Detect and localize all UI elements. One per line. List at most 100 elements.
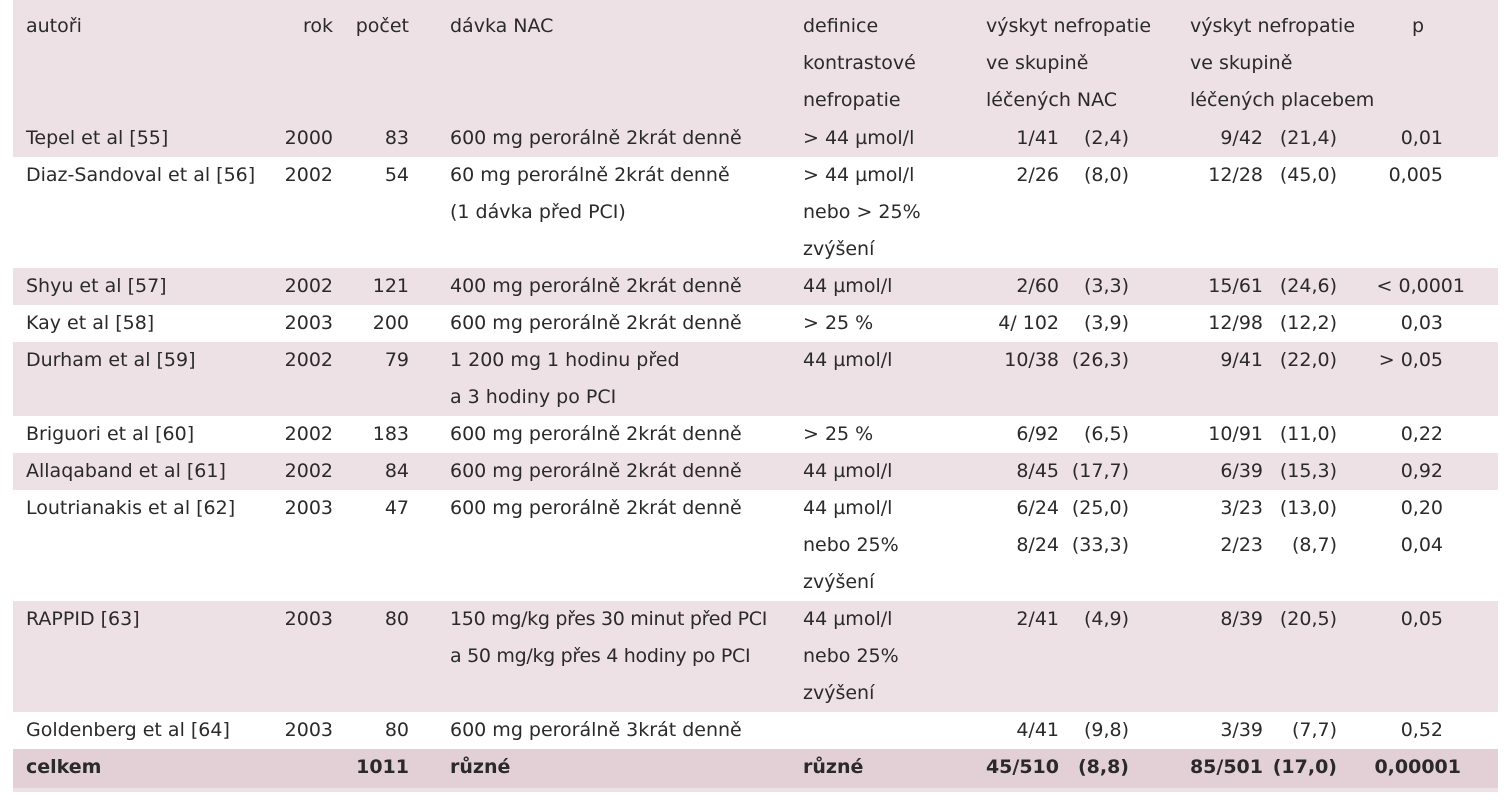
cell-count: 47 <box>384 497 409 519</box>
cell-author: Briguori et al [60] <box>26 423 195 445</box>
cell-definition: 44 µmol/l <box>803 460 893 482</box>
cell-nac-percent: (9,8) <box>1083 719 1129 741</box>
cell-definition: > 25 % <box>803 312 874 334</box>
header-year: rok <box>302 15 333 37</box>
cell-nac-percent: (8,0) <box>1083 164 1129 186</box>
cell-nac-percent: (2,4) <box>1083 127 1129 149</box>
cell-nac-percent: (3,9) <box>1083 312 1129 334</box>
cell-placebo-percent: (15,3) <box>1279 460 1337 482</box>
cell-nac-count: 4/ 102 <box>998 312 1059 334</box>
cell-author: Tepel et al [55] <box>26 127 169 149</box>
cell-placebo-count: 3/39 <box>1220 719 1263 741</box>
cell-placebo-count: 6/39 <box>1220 460 1263 482</box>
cell-nac-count: 8/45 <box>1016 460 1059 482</box>
cell-placebo-count: 9/42 <box>1220 127 1263 149</box>
cell-placebo-percent: (45,0) <box>1279 164 1337 186</box>
cell-dose: 600 mg perorálně 2krát denně <box>450 497 742 519</box>
cell-definition: 44 µmol/l nebo 25% zvýšení <box>803 608 899 704</box>
cell-nac-percent: (26,3) <box>1071 349 1129 371</box>
cell-dose: 400 mg perorálně 2krát denně <box>450 275 742 297</box>
cell-nac-percent: (8,8) <box>1077 756 1129 778</box>
cell-p: 0,52 <box>1400 719 1443 741</box>
header-authors: autoři <box>26 15 82 37</box>
cell-nac-percent: (17,7) <box>1071 460 1129 482</box>
cell-author: Diaz-Sandoval et al [56] <box>26 164 256 186</box>
cell-count: 121 <box>372 275 409 297</box>
cell-placebo-count: 15/61 <box>1208 275 1263 297</box>
cell-placebo-count: 3/23 2/23 <box>1220 497 1263 556</box>
cell-p: 0,92 <box>1400 460 1443 482</box>
cell-year: 2003 <box>284 312 333 334</box>
cell-placebo-percent: (12,2) <box>1279 312 1337 334</box>
cell-year: 2002 <box>284 423 333 445</box>
cell-count: 84 <box>384 460 409 482</box>
cell-nac-count: 6/92 <box>1016 423 1059 445</box>
cell-nac-count: 6/24 8/24 <box>1016 497 1059 556</box>
cell-count: 79 <box>384 349 409 371</box>
cell-p: 0,005 <box>1388 164 1443 186</box>
cell-count: 1011 <box>356 756 409 778</box>
cell-nac-count: 2/26 <box>1016 164 1059 186</box>
cell-author: Shyu et al [57] <box>26 275 167 297</box>
cell-placebo-count: 8/39 <box>1220 608 1263 630</box>
cell-placebo-count: 85/501 <box>1189 756 1263 778</box>
cell-author: Loutrianakis et al [62] <box>26 497 236 519</box>
table-row: Loutrianakis et al [62] 2003 47 600 mg p… <box>13 490 1498 601</box>
cell-count: 80 <box>384 608 409 630</box>
table-row: Shyu et al [57] 2002 121 400 mg peroráln… <box>13 268 1498 305</box>
cell-p: 0,03 <box>1400 312 1443 334</box>
cell-year: 2002 <box>284 275 333 297</box>
cell-placebo-percent: (7,7) <box>1291 719 1337 741</box>
cell-placebo-count: 9/41 <box>1220 349 1263 371</box>
cell-dose: 60 mg perorálně 2krát denně (1 dávka pře… <box>450 164 730 223</box>
cell-placebo-percent: (21,4) <box>1279 127 1337 149</box>
table-row: Diaz-Sandoval et al [56] 2002 54 60 mg p… <box>13 157 1498 268</box>
cell-placebo-percent: (20,5) <box>1279 608 1337 630</box>
cell-author: Kay et al [58] <box>26 312 155 334</box>
cell-year: 2002 <box>284 460 333 482</box>
cell-dose: 600 mg perorálně 2krát denně <box>450 312 742 334</box>
cell-p: 0,22 <box>1400 423 1443 445</box>
cell-nac-count: 45/510 <box>985 756 1059 778</box>
cell-placebo-percent: (17,0) <box>1272 756 1337 778</box>
header-dose: dávka NAC <box>450 15 554 37</box>
cell-placebo-count: 12/28 <box>1208 164 1263 186</box>
cell-p: 0,01 <box>1400 127 1443 149</box>
cell-author: celkem <box>26 756 102 778</box>
cell-count: 80 <box>384 719 409 741</box>
table-row: RAPPID [63] 2003 80 150 mg/kg přes 30 mi… <box>13 601 1498 712</box>
cell-dose: 150 mg/kg přes 30 minut před PCI a 50 mg… <box>450 608 768 667</box>
cell-definition: 44 µmol/l nebo 25% zvýšení <box>803 497 899 593</box>
header-placebo-incidence: výskyt nefropatie ve skupině léčených pl… <box>1190 15 1375 111</box>
cell-placebo-count: 10/91 <box>1208 423 1263 445</box>
cell-year: 2003 <box>284 719 333 741</box>
table-row: Durham et al [59] 2002 79 1 200 mg 1 hod… <box>13 342 1498 416</box>
header-definition: definice kontrastové nefropatie <box>803 15 916 111</box>
cell-placebo-count: 12/98 <box>1208 312 1263 334</box>
cell-count: 83 <box>384 127 409 149</box>
cell-nac-percent: (3,3) <box>1083 275 1129 297</box>
cell-placebo-percent: (13,0) (8,7) <box>1279 497 1337 556</box>
cell-definition: > 25 % <box>803 423 874 445</box>
cell-nac-count: 4/41 <box>1016 719 1059 741</box>
table-total-row: celkem 1011 různé různé 45/510 (8,8) 85/… <box>13 749 1498 788</box>
cell-p: 0,20 0,04 <box>1400 497 1443 556</box>
cell-dose: 1 200 mg 1 hodinu před a 3 hodiny po PCI <box>450 349 680 408</box>
cell-p: 0,05 <box>1400 608 1443 630</box>
cell-definition: 44 µmol/l <box>803 349 893 371</box>
header-nac-incidence: výskyt nefropatie ve skupině léčených NA… <box>986 15 1152 111</box>
cell-dose: 600 mg perorálně 3krát denně <box>450 719 742 741</box>
cell-placebo-percent: (11,0) <box>1279 423 1337 445</box>
cell-author: Allaqaband et al [61] <box>26 460 226 482</box>
cell-nac-percent: (4,9) <box>1083 608 1129 630</box>
cell-year: 2002 <box>284 164 333 186</box>
cell-nac-count: 2/41 <box>1016 608 1059 630</box>
table-row: Kay et al [58] 2003 200 600 mg perorálně… <box>13 305 1498 342</box>
cell-nac-percent: (6,5) <box>1083 423 1129 445</box>
cell-author: Durham et al [59] <box>26 349 196 371</box>
cell-p: < 0,0001 <box>1376 275 1465 297</box>
cell-dose: 600 mg perorálně 2krát denně <box>450 423 742 445</box>
cell-placebo-percent: (22,0) <box>1279 349 1337 371</box>
table-row: Goldenberg et al [64] 2003 80 600 mg per… <box>13 712 1498 749</box>
table-row: Briguori et al [60] 2002 183 600 mg pero… <box>13 416 1498 453</box>
